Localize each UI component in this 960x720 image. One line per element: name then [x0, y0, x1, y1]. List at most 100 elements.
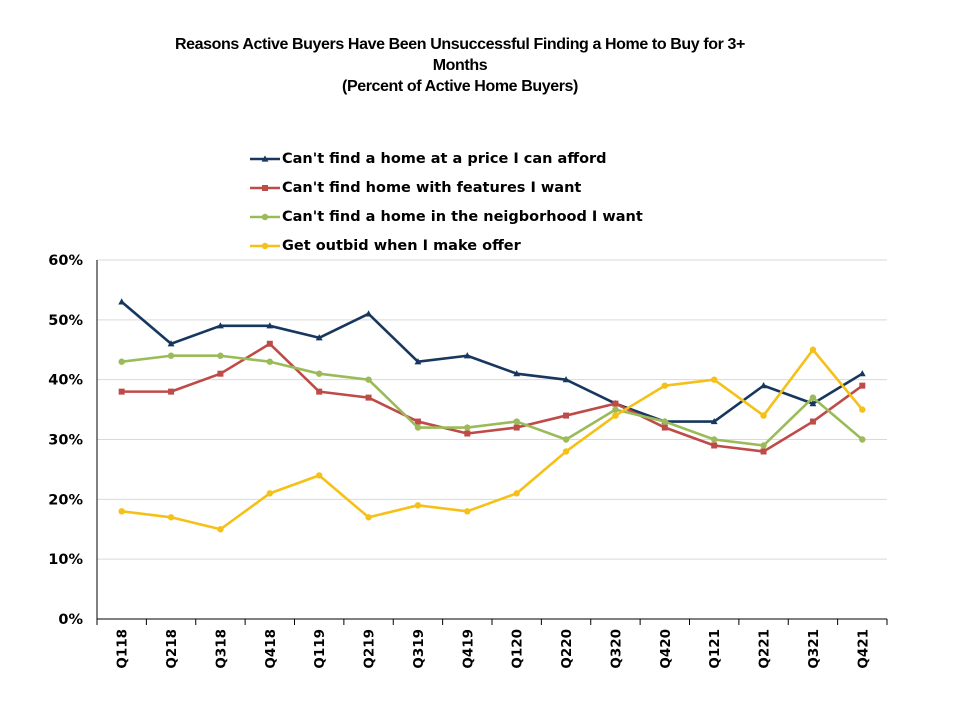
chart-title-line-2: Months: [432, 57, 488, 74]
y-tick-label: 30%: [48, 433, 83, 449]
x-tick-label: Q420: [658, 629, 674, 669]
data-point: [661, 418, 669, 425]
x-tick-label: Q421: [855, 629, 871, 669]
series-4: [118, 346, 866, 533]
data-point: [859, 406, 866, 413]
x-tick-label: Q419: [460, 629, 476, 669]
data-point: [858, 370, 866, 377]
legend-swatch-features: [250, 184, 280, 191]
chart-legend: Can't find a home at a price I can affor…: [250, 144, 643, 260]
data-point: [118, 508, 125, 515]
legend-item-outbid: Get outbid when I make offer: [250, 231, 643, 260]
data-point: [760, 382, 767, 389]
data-point: [612, 412, 619, 419]
legend-item-neighborhood: Can't find a home in the neigborhood I w…: [250, 202, 643, 231]
data-point: [118, 298, 126, 305]
data-point: [167, 514, 175, 521]
y-tick-label: 20%: [48, 492, 83, 508]
data-point: [710, 417, 718, 425]
legend-item-features: Can't find home with features I want: [250, 173, 643, 202]
data-point: [612, 406, 619, 413]
data-point: [809, 394, 817, 401]
data-point: [315, 334, 323, 341]
legend-label-neighborhood: Can't find a home in the neigborhood I w…: [282, 208, 643, 225]
data-point: [365, 394, 372, 401]
legend-swatch-neighborhood: [250, 213, 280, 220]
data-point: [710, 436, 718, 443]
legend-item-price: Can't find a home at a price I can affor…: [250, 144, 643, 173]
legend-label-features: Can't find home with features I want: [282, 179, 582, 196]
data-point: [217, 370, 224, 377]
data-point: [760, 448, 767, 455]
x-tick-label: Q118: [115, 629, 131, 669]
data-point: [711, 442, 718, 449]
y-tick-label: 10%: [48, 552, 83, 568]
series-3: [118, 352, 866, 449]
data-point: [562, 448, 570, 455]
data-point: [612, 400, 619, 407]
data-point: [859, 382, 866, 389]
data-point: [464, 430, 471, 437]
data-point: [414, 418, 421, 425]
data-point: [217, 322, 224, 329]
series-line: [120, 300, 863, 423]
chart-title-line-3: (Percent of Active Home Buyers): [342, 78, 578, 95]
x-tick-label: Q418: [263, 629, 279, 669]
data-point: [315, 370, 323, 377]
x-tick-label: Q218: [164, 629, 180, 669]
chart-title: Reasons Active Buyers Have Been Unsucces…: [60, 34, 860, 97]
data-point: [217, 352, 224, 359]
data-point: [859, 436, 866, 443]
y-tick-label: 40%: [48, 373, 83, 389]
data-point: [118, 358, 125, 365]
legend-marker: [261, 213, 269, 220]
data-point: [760, 412, 767, 419]
data-point: [562, 376, 570, 383]
data-point: [563, 412, 570, 419]
data-point: [266, 340, 273, 347]
data-point: [760, 442, 767, 449]
x-tick-label: Q221: [757, 629, 773, 669]
chart-title-line-1: Reasons Active Buyers Have Been Unsucces…: [175, 36, 745, 53]
data-point: [414, 502, 422, 509]
data-point: [513, 418, 520, 425]
data-point: [464, 508, 471, 515]
x-tick-label: Q220: [559, 629, 575, 669]
legend-swatch-price: [250, 154, 280, 162]
x-tick-label: Q219: [362, 629, 378, 669]
series-line: [121, 354, 864, 447]
data-point: [168, 388, 175, 395]
legend-marker: [261, 154, 269, 162]
y-tick-label: 60%: [48, 253, 83, 269]
legend-label-outbid: Get outbid when I make offer: [282, 237, 521, 254]
data-point: [118, 388, 125, 395]
legend-swatch-outbid: [250, 242, 280, 249]
data-point: [316, 388, 323, 395]
data-point: [464, 424, 471, 431]
x-tick-label: Q318: [213, 629, 229, 669]
data-point: [562, 436, 570, 443]
data-point: [365, 310, 372, 317]
x-tick-label: Q319: [411, 629, 427, 669]
y-tick-label: 50%: [48, 313, 83, 329]
data-point: [463, 352, 471, 359]
data-point: [365, 514, 372, 521]
data-point: [809, 400, 817, 407]
data-point: [167, 352, 175, 359]
x-tick-label: Q119: [312, 629, 328, 669]
data-point: [809, 346, 817, 353]
x-tick-label: Q121: [707, 629, 723, 669]
data-point: [414, 358, 422, 365]
legend-label-price: Can't find a home at a price I can affor…: [282, 150, 607, 167]
legend-marker: [261, 242, 269, 249]
data-point: [710, 376, 718, 383]
data-point: [414, 424, 422, 431]
data-point: [513, 370, 521, 377]
data-point: [809, 418, 816, 425]
data-point: [661, 424, 668, 431]
data-point: [661, 382, 669, 389]
data-point: [266, 358, 274, 365]
data-point: [513, 490, 520, 497]
data-point: [513, 424, 520, 431]
